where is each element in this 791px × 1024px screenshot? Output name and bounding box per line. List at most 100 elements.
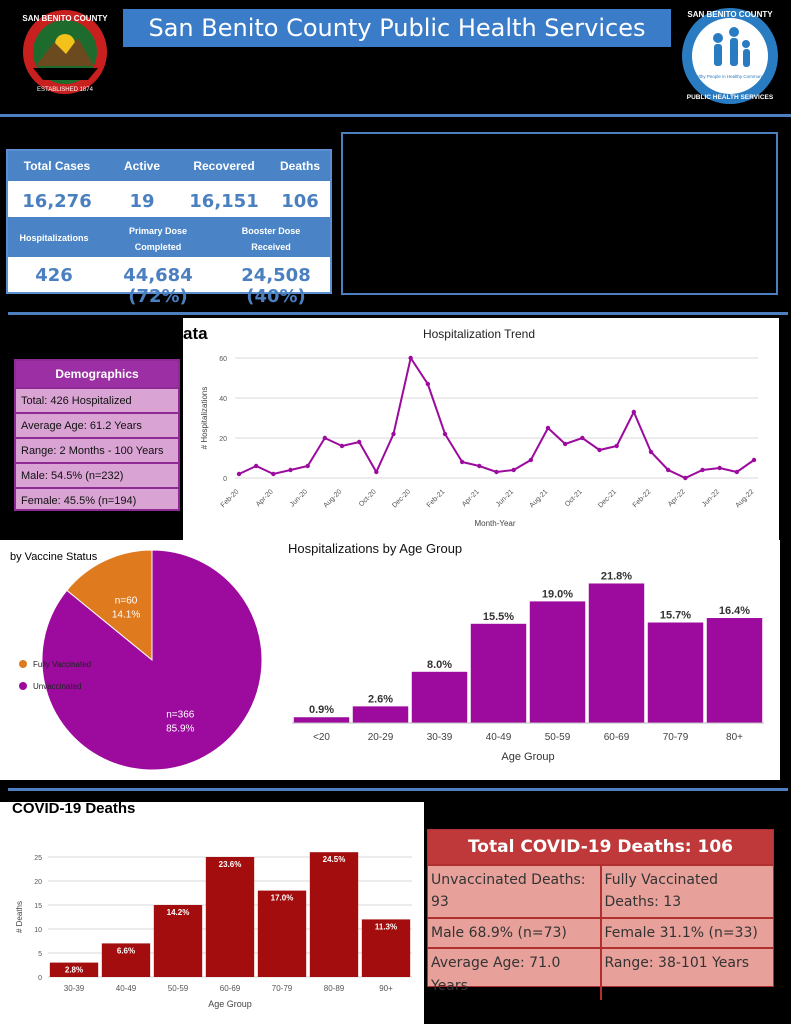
hospitalization-trend-panel: ata Hospitalization Trend 0 20 40 60 # Hospit… <box>183 318 779 540</box>
trend-x-tick: Jun-22 <box>701 488 721 508</box>
age-bar <box>411 671 468 723</box>
logo-top-text: SAN BENITO COUNTY <box>687 10 773 19</box>
deaths-bar <box>153 905 203 977</box>
deaths-bar-label: 11.3% <box>375 922 397 931</box>
age-bar-label: 0.9% <box>309 704 334 716</box>
trend-point <box>751 457 757 463</box>
deaths-x-axis-label: Age Group <box>208 999 252 1009</box>
stat-primary-dose: 44,684 (72%) <box>123 265 193 307</box>
stat-header-recovered: Recovered <box>193 159 255 173</box>
trend-point <box>356 439 362 445</box>
page-title: San Benito County Public Health Services <box>123 9 671 47</box>
logo-side-text: Healthy People in Healthy Communities <box>690 74 770 79</box>
trend-point <box>253 463 259 469</box>
pie-count-label: n=60 <box>115 595 138 606</box>
trend-point <box>717 465 722 471</box>
deaths-x-tick: 70-79 <box>272 984 293 993</box>
demographics-row: Average Age: 61.2 Years <box>16 412 178 437</box>
trend-point <box>597 447 602 453</box>
trend-x-tick: Jun-21 <box>495 488 515 508</box>
deaths-bar-label: 14.2% <box>167 908 190 917</box>
age-x-tick: <20 <box>313 732 330 743</box>
trend-x-tick: Jun-20 <box>289 488 309 508</box>
pie-title: by Vaccine Status <box>10 551 98 563</box>
trend-x-tick: Apr-21 <box>461 488 481 508</box>
age-x-axis-label: Age Group <box>501 751 554 763</box>
deaths-y-tick: 0 <box>38 975 42 982</box>
demographics-table: Demographics Total: 426 Hospitalized Ave… <box>14 359 180 511</box>
pie-legend-label: Unvaccinated <box>33 682 81 691</box>
stat-header-active: Active <box>123 159 161 173</box>
stat-active: 19 <box>129 191 155 212</box>
deaths-fully-vaccinated: Fully Vaccinated Deaths: 13 <box>599 866 774 917</box>
trend-point <box>271 471 276 477</box>
deaths-male: Male 68.9% (n=73) <box>431 924 567 941</box>
trend-point <box>322 435 328 441</box>
vaccine-age-panel: by Vaccine Status n=60 14.1% n=366 85.9% Full… <box>0 540 780 780</box>
age-bar-label: 15.5% <box>483 611 514 623</box>
trend-y-tick: 40 <box>219 396 227 403</box>
age-bar-label: 8.0% <box>427 659 452 671</box>
divider <box>8 312 788 315</box>
deaths-bar-label: 2.8% <box>65 966 83 975</box>
age-bar <box>588 583 645 723</box>
trend-point <box>374 469 379 475</box>
trend-point <box>700 467 705 473</box>
deaths-y-tick: 20 <box>34 879 42 886</box>
trend-point <box>665 467 671 473</box>
trend-point <box>425 381 431 387</box>
deaths-bar <box>361 919 411 977</box>
trend-x-tick: Apr-20 <box>255 488 275 508</box>
pie-pct-label: 85.9% <box>166 724 194 735</box>
trend-point <box>614 443 619 449</box>
trend-y-tick: 60 <box>219 356 227 363</box>
age-bar <box>352 706 409 723</box>
section-fragment-data: ata <box>183 324 208 343</box>
deaths-female: Female 31.1% (n=33) <box>599 918 774 948</box>
trend-x-tick: Feb-22 <box>632 488 653 509</box>
county-seal-logo: SAN BENITO COUNTY ESTABLISHED 1874 <box>18 8 113 96</box>
age-x-tick: 20-29 <box>368 732 394 743</box>
deaths-bar <box>205 857 255 977</box>
trend-x-tick: Dec-20 <box>391 488 412 509</box>
trend-point <box>339 443 345 449</box>
stat-header-deaths: Deaths <box>279 159 320 173</box>
deaths-age-range: Range: 38-101 Years <box>599 949 774 1000</box>
trend-point <box>236 471 242 477</box>
trend-x-tick: Feb-21 <box>426 488 447 509</box>
trend-point <box>511 467 516 473</box>
pie-legend-marker <box>19 660 27 668</box>
deaths-x-tick: 40-49 <box>116 984 137 993</box>
deaths-x-tick: 90+ <box>379 984 393 993</box>
trend-point <box>442 431 448 437</box>
stat-deaths: 106 <box>281 191 319 212</box>
deaths-y-axis-label: # Deaths <box>15 901 24 933</box>
hospitalization-trend-chart: Hospitalization Trend 0 20 40 60 # Hospitaliz… <box>200 327 758 528</box>
age-group-bar-chart: Hospitalizations by Age Group 0.9% <20 2.6%… <box>288 541 764 763</box>
age-bar-label: 21.8% <box>601 570 632 582</box>
age-x-tick: 60-69 <box>604 732 630 743</box>
trend-point <box>648 449 654 455</box>
trend-x-tick: Aug-21 <box>528 488 549 509</box>
divider <box>8 788 788 791</box>
deaths-unvaccinated: Unvaccinated Deaths: 93 <box>431 872 586 911</box>
age-x-tick: 40-49 <box>486 732 512 743</box>
age-x-tick: 50-59 <box>545 732 571 743</box>
age-x-tick: 30-39 <box>427 732 453 743</box>
stats-table: Total Cases Active Recovered Deaths 16,2… <box>6 149 332 307</box>
trend-x-tick: Oct-21 <box>564 488 584 508</box>
age-bar-label: 2.6% <box>368 693 393 705</box>
age-bar <box>706 618 763 723</box>
age-x-tick: 70-79 <box>663 732 689 743</box>
deaths-y-tick: 15 <box>34 903 42 910</box>
trend-point <box>459 459 465 465</box>
demographics-row: Male: 54.5% (n=232) <box>16 462 178 487</box>
deaths-bar <box>309 852 359 977</box>
deaths-bar-chart: COVID-19 Deaths 0 5 10 15 20 25 # Deaths 2.8% 30-… <box>12 800 412 1009</box>
deaths-bar <box>101 943 151 977</box>
vaccine-status-pie-chart: by Vaccine Status n=60 14.1% n=366 85.9% Full… <box>10 549 263 771</box>
deaths-chart-title: COVID-19 Deaths <box>12 802 135 817</box>
age-bar <box>529 601 586 723</box>
pie-legend-label: Fully Vaccinated <box>33 660 91 669</box>
trend-x-tick: Dec-21 <box>597 488 618 509</box>
